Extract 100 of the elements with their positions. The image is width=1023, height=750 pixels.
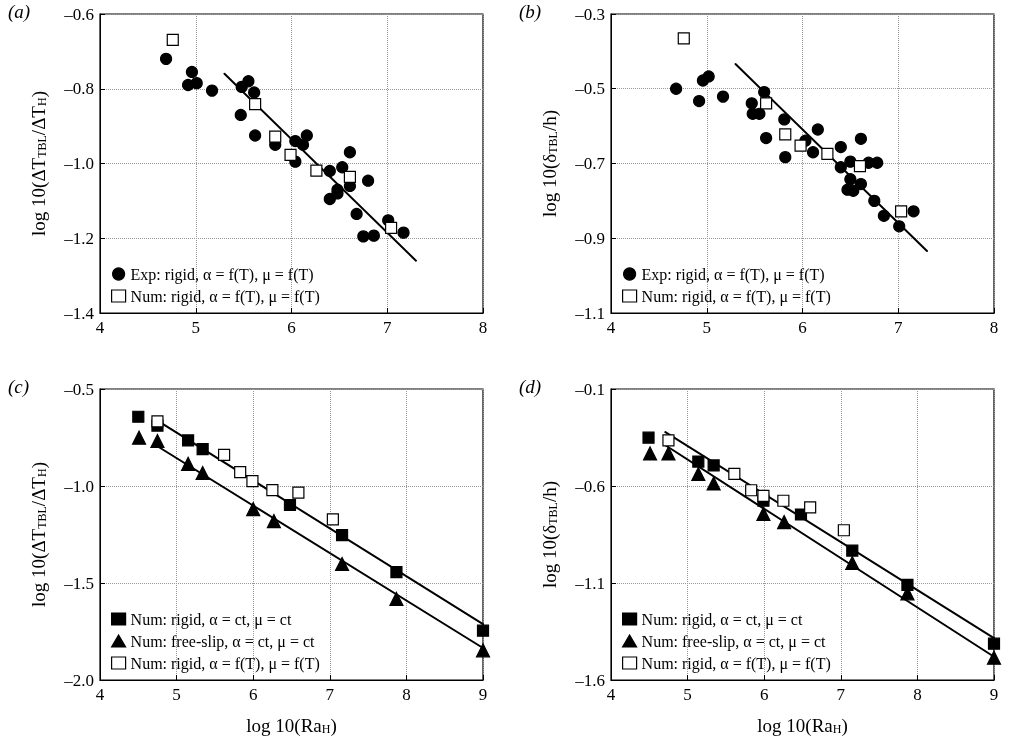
point: [389, 591, 404, 607]
point: [760, 131, 773, 145]
point: [343, 146, 357, 159]
point: [716, 90, 730, 103]
point: [779, 128, 792, 141]
point: [166, 33, 179, 46]
point: [195, 465, 210, 481]
y-tick-label: –1.0: [63, 476, 94, 496]
point: [868, 194, 881, 207]
point: [757, 489, 770, 502]
point: [692, 455, 705, 468]
text: (a): [8, 1, 31, 23]
point: [779, 151, 792, 164]
text: (d): [519, 376, 542, 398]
point: [834, 140, 847, 154]
point: [335, 528, 349, 542]
y-axis-title: log 10(δTBL/h): [539, 109, 561, 218]
point: [844, 173, 857, 186]
point: [794, 139, 807, 152]
point: [853, 160, 867, 173]
point: [475, 643, 491, 658]
y-axis-title: log 10(δTBL/h): [539, 480, 561, 589]
legend-label: Num: rigid, α = f(T), μ = f(T): [641, 654, 831, 673]
point: [217, 448, 231, 462]
point: [205, 84, 219, 97]
legend-label: Num: free-slip, α = ct, μ = ct: [130, 632, 316, 651]
point: [269, 130, 282, 143]
x-tick-label: 5: [191, 318, 200, 337]
point: [728, 467, 741, 481]
point: [180, 456, 196, 471]
point: [811, 123, 824, 136]
point: [693, 94, 706, 108]
y-tick-label: –0.1: [574, 379, 605, 399]
point: [845, 555, 860, 571]
y-tick-label: –0.8: [63, 79, 94, 99]
y-tick-label: –1.4: [63, 303, 95, 323]
y-tick-label: –0.7: [574, 154, 606, 173]
point: [844, 155, 857, 168]
point: [893, 220, 906, 233]
point: [476, 624, 490, 637]
y-tick-label: –0.6: [63, 4, 94, 24]
y-tick-label: –0.9: [574, 228, 605, 248]
point: [670, 82, 683, 95]
x-tick-label: 8: [478, 318, 488, 337]
point: [249, 129, 262, 142]
y-tick-label: –1.6: [574, 670, 605, 690]
point: [283, 498, 297, 512]
x-axis-title: log 10(RaH): [757, 715, 848, 737]
point: [362, 174, 375, 187]
point: [310, 164, 323, 177]
point: [326, 513, 339, 526]
point: [986, 650, 1002, 665]
point: [159, 52, 173, 65]
point: [234, 465, 247, 479]
point: [390, 566, 403, 579]
point: [745, 97, 758, 110]
legend-label: Num: rigid, α = f(T), μ = f(T): [641, 287, 831, 306]
point: [246, 501, 261, 517]
y-tick-label: –1.1: [574, 573, 605, 593]
point: [131, 430, 147, 445]
point: [246, 475, 259, 488]
x-tick-label: 8: [402, 685, 411, 704]
point: [357, 230, 370, 243]
x-tick-label: 7: [325, 685, 335, 704]
point: [266, 514, 281, 529]
x-tick-label: 5: [172, 685, 181, 704]
y-axis-title: log 10(ΔTTBL/ΔTH): [28, 91, 50, 236]
x-tick-label: 8: [913, 685, 922, 704]
point: [242, 75, 255, 88]
x-tick-label: 5: [702, 318, 711, 337]
x-tick-label: 6: [759, 685, 769, 704]
point: [702, 70, 715, 83]
point: [806, 146, 820, 159]
point: [895, 205, 908, 218]
point: [151, 415, 164, 428]
point: [642, 431, 655, 444]
legend-label: Num: rigid, α = f(T), μ = f(T): [130, 287, 320, 306]
point: [760, 97, 773, 110]
point: [691, 466, 706, 482]
legend-label: Exp: rigid, α = f(T), μ = f(T): [130, 265, 314, 284]
point: [707, 459, 720, 472]
point: [266, 483, 279, 497]
y-tick-label: –1.1: [574, 303, 605, 323]
x-tick-label: 9: [478, 685, 488, 704]
text: (b): [519, 1, 542, 23]
x-tick-label: 4: [606, 685, 616, 704]
point: [642, 446, 658, 461]
point: [300, 129, 313, 142]
x-tick-label: 4: [606, 318, 616, 337]
y-tick-label: –0.6: [574, 476, 605, 496]
y-tick-label: –0.5: [574, 79, 605, 99]
point: [794, 508, 808, 521]
x-tick-label: 8: [989, 318, 999, 337]
y-tick-label: –1.2: [63, 228, 94, 248]
point: [323, 164, 336, 178]
legend-label: Num: rigid, α = ct, μ = ct: [641, 610, 803, 629]
x-axis-title: log 10(RaH): [246, 715, 337, 737]
point: [756, 506, 771, 522]
point: [871, 156, 884, 169]
y-axis-title: log 10(ΔTTBL/ΔTH): [28, 462, 50, 607]
